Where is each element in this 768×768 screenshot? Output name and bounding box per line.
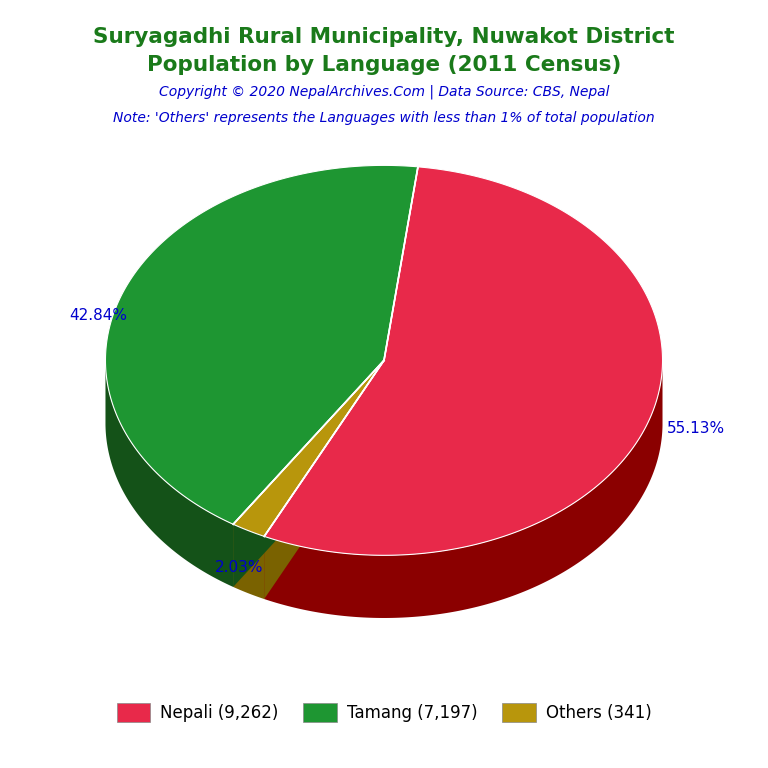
Text: Population by Language (2011 Census): Population by Language (2011 Census) xyxy=(147,55,621,75)
Text: Suryagadhi Rural Municipality, Nuwakot District: Suryagadhi Rural Municipality, Nuwakot D… xyxy=(93,27,675,47)
Polygon shape xyxy=(233,360,384,536)
Polygon shape xyxy=(233,360,384,587)
Polygon shape xyxy=(233,525,264,599)
Text: Note: 'Others' represents the Languages with less than 1% of total population: Note: 'Others' represents the Languages … xyxy=(113,111,655,125)
Polygon shape xyxy=(233,360,384,587)
Polygon shape xyxy=(264,362,663,618)
Polygon shape xyxy=(264,360,384,599)
Polygon shape xyxy=(264,167,663,555)
Text: 55.13%: 55.13% xyxy=(667,421,725,436)
Text: 42.84%: 42.84% xyxy=(70,309,127,323)
Polygon shape xyxy=(105,362,233,587)
Text: Copyright © 2020 NepalArchives.Com | Data Source: CBS, Nepal: Copyright © 2020 NepalArchives.Com | Dat… xyxy=(159,84,609,99)
Legend: Nepali (9,262), Tamang (7,197), Others (341): Nepali (9,262), Tamang (7,197), Others (… xyxy=(110,697,658,729)
Text: 2.03%: 2.03% xyxy=(214,560,263,574)
Polygon shape xyxy=(264,360,384,599)
Polygon shape xyxy=(105,165,418,525)
